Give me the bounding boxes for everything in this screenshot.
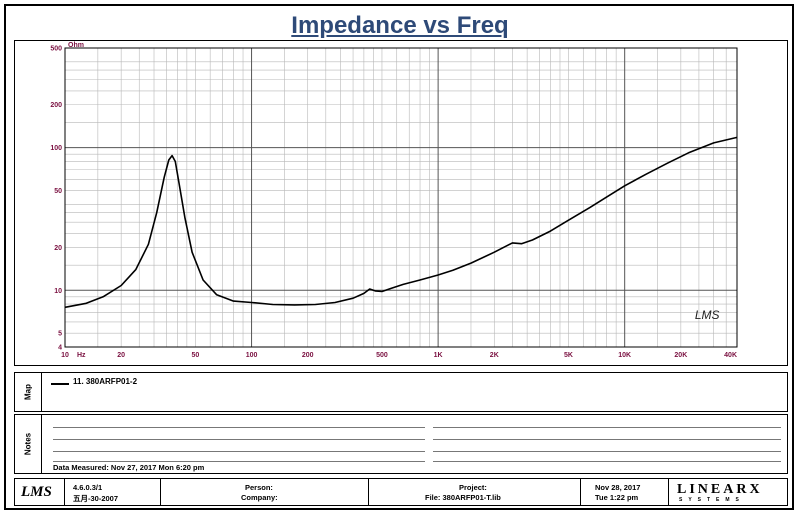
note-line [53, 461, 425, 462]
x-tick-label: 5K [564, 352, 573, 359]
plot-border [64, 47, 738, 348]
notes-row: Notes Data Measured: Nov 27, 2017 Mon 6:… [14, 414, 788, 474]
project-label: Project: [459, 483, 487, 492]
x-tick-label: 40K [724, 352, 737, 359]
linearx-subtitle: SYSTEMS [679, 497, 745, 503]
x-tick-label: 100 [246, 352, 258, 359]
map-tab-label: Map [23, 384, 33, 400]
y-unit-label: Ohm [68, 42, 84, 49]
legend-entry: 11. 380ARFP01-2 [73, 377, 138, 386]
company-label: Company: [241, 493, 278, 502]
x-tick-label: 500 [376, 352, 388, 359]
note-line [53, 427, 425, 428]
y-tick-label: 500 [50, 46, 62, 53]
impedance-chart: 10 20 50 100 200 500 1K 2K 5K 10K 20K 40K Hz 5 10 20 50… [50, 42, 738, 359]
linearx-logo: LINEARX [677, 482, 763, 497]
data-measured: Data Measured: Nov 27, 2017 Mon 6:20 pm [53, 463, 205, 472]
y-bottom-label: 4 [58, 345, 62, 352]
y-tick-label: 50 [54, 188, 62, 195]
map-tab: Map [15, 373, 42, 411]
legend-row: Map 11. 380ARFP01-2 [14, 372, 788, 412]
impedance-curve [64, 136, 738, 309]
version-text: 4.6.0.3/1 [73, 483, 103, 492]
minor-grid [65, 48, 738, 347]
footer-project-cell: Project: File: 380ARFP01-T.lib [369, 479, 581, 505]
note-line [53, 451, 425, 452]
note-line [433, 427, 781, 428]
chart-title: Impedance vs Freq [291, 12, 509, 39]
notes-tab-label: Notes [23, 432, 33, 456]
file-label: File: 380ARFP01-T.lib [425, 493, 501, 502]
note-line [433, 451, 781, 452]
x-tick-label: 200 [302, 352, 314, 359]
x-tick-label: 20 [117, 352, 125, 359]
chart-panel: 10 20 50 100 200 500 1K 2K 5K 10K 20K 40K Hz 5 10 20 50… [14, 40, 788, 366]
x-tick-labels: 10 20 50 100 200 500 1K 2K 5K 10K 20K 40K Hz [61, 352, 737, 359]
y-tick-labels: 5 10 20 50 100 200 500 [50, 46, 62, 338]
footer-date-cell: Nov 28, 2017 Tue 1:22 pm [581, 479, 669, 505]
note-line [433, 439, 781, 440]
footer-version-cell: 4.6.0.3/1 五月-30-2007 [65, 479, 161, 505]
note-line [433, 461, 781, 462]
notes-tab: Notes [15, 415, 42, 473]
x-unit-label: Hz [77, 352, 86, 359]
footer-person-cell: Person: Company: [161, 479, 369, 505]
x-tick-label: 10K [618, 352, 631, 359]
note-line [53, 439, 425, 440]
x-tick-label: 20K [674, 352, 687, 359]
y-tick-label: 100 [50, 145, 62, 152]
footer-logo-cell: LMS [15, 479, 65, 505]
lms-watermark: LMS [695, 308, 720, 322]
footer-date: Nov 28, 2017 [595, 483, 641, 492]
x-tick-label: 1K [434, 352, 443, 359]
y-tick-label: 5 [58, 331, 62, 338]
x-tick-label: 10 [61, 352, 69, 359]
person-label: Person: [245, 483, 273, 492]
page-frame [4, 4, 794, 510]
footer-time: Tue 1:22 pm [595, 493, 639, 502]
x-tick-label: 50 [192, 352, 200, 359]
version-date: 五月-30-2007 [73, 494, 119, 503]
lms-logo: LMS [21, 484, 52, 500]
footer-bar: LMS 4.6.0.3/1 五月-30-2007 Person: Company… [14, 478, 788, 506]
y-tick-label: 200 [50, 102, 62, 109]
y-tick-label: 20 [54, 245, 62, 252]
legend-swatch [51, 383, 69, 385]
major-grid [64, 48, 737, 347]
y-tick-label: 10 [54, 288, 62, 295]
x-tick-label: 2K [490, 352, 499, 359]
footer-brand-cell: LINEARX SYSTEMS [669, 479, 787, 505]
